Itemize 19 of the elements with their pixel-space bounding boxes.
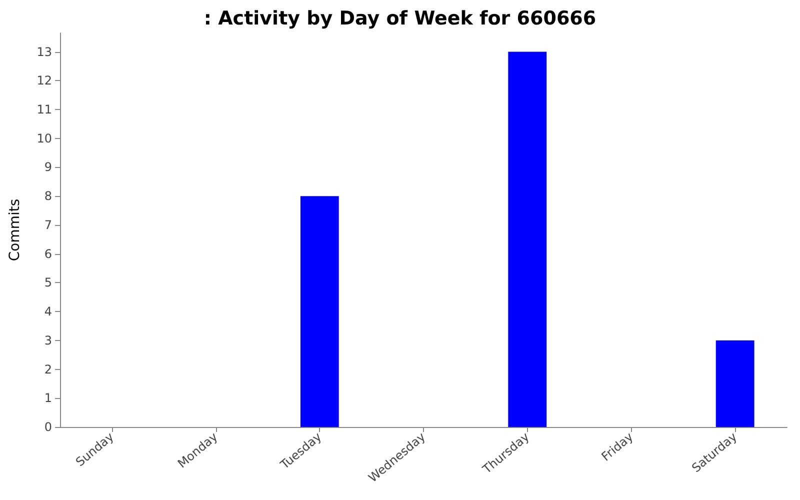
y-tick-label: 13 <box>36 44 52 59</box>
y-tick-label: 11 <box>36 102 52 116</box>
y-tick-label: 5 <box>44 276 52 290</box>
y-tick-label: 8 <box>44 189 52 204</box>
bar <box>508 52 547 427</box>
y-tick-label: 7 <box>44 218 52 232</box>
y-tick-label: 9 <box>44 160 52 174</box>
y-tick-label: 1 <box>44 391 52 406</box>
bar <box>300 196 339 427</box>
bar <box>716 340 754 427</box>
y-axis-title: Commits <box>7 198 23 262</box>
y-tick-label: 6 <box>44 246 52 261</box>
y-tick-label: 4 <box>44 304 52 319</box>
y-tick-label: 0 <box>44 420 52 434</box>
y-tick-label: 10 <box>36 131 52 146</box>
y-tick-label: 12 <box>36 74 52 88</box>
y-tick-label: 2 <box>44 362 52 376</box>
y-tick-label: 3 <box>44 333 52 348</box>
chart-title: : Activity by Day of Week for 660666 <box>204 8 596 30</box>
